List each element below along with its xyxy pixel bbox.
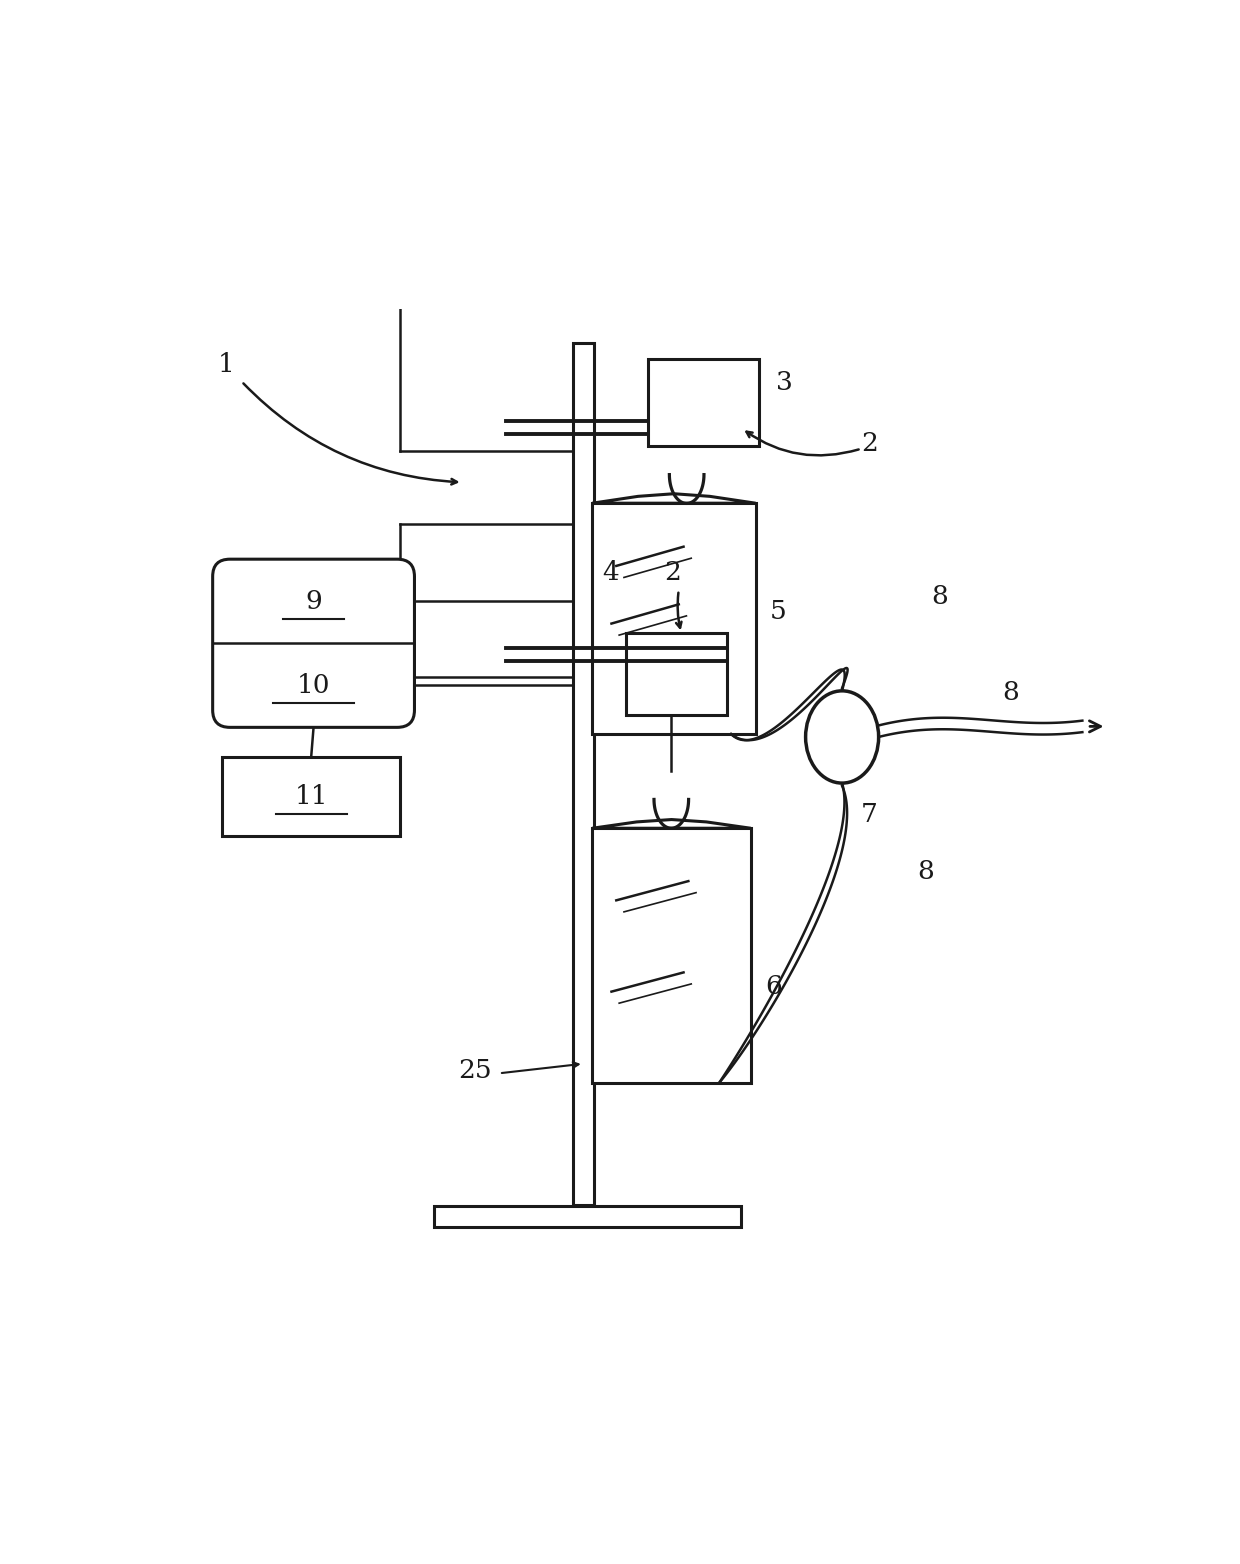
Text: 4: 4 [601, 560, 619, 585]
Text: 8: 8 [918, 859, 934, 884]
Text: 25: 25 [458, 1059, 491, 1084]
Bar [626, 633, 727, 715]
Bar [593, 829, 750, 1082]
Text: 10: 10 [296, 673, 330, 698]
Bar [593, 504, 755, 734]
Text: 6: 6 [765, 974, 782, 999]
Text: 5: 5 [770, 599, 787, 624]
Bar [573, 343, 594, 1204]
Polygon shape [593, 494, 755, 504]
Text: 8: 8 [931, 585, 949, 610]
Text: 8: 8 [1003, 680, 1019, 705]
Text: 11: 11 [294, 784, 327, 809]
Text: 2: 2 [665, 560, 681, 585]
Bar [649, 360, 759, 446]
Text: 2: 2 [862, 430, 878, 455]
Text: 3: 3 [776, 369, 792, 394]
Text: 1: 1 [217, 352, 234, 377]
Ellipse shape [806, 691, 879, 784]
Text: 7: 7 [861, 801, 877, 826]
FancyBboxPatch shape [213, 560, 414, 727]
Bar [222, 757, 401, 835]
Text: 9: 9 [305, 588, 322, 613]
Bar [434, 1206, 742, 1228]
Polygon shape [593, 820, 751, 829]
